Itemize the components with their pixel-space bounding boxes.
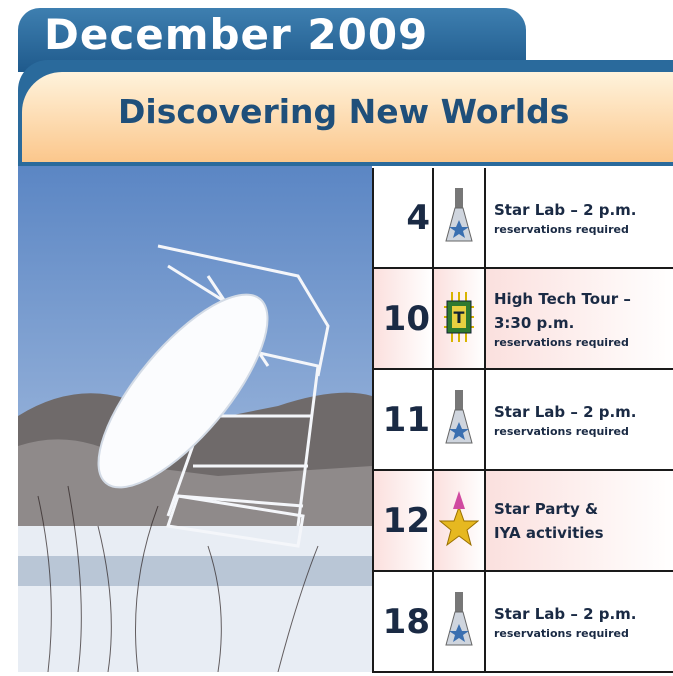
event-note: reservations required: [494, 222, 673, 238]
event-title: Star Lab – 2 p.m.: [494, 602, 673, 626]
event-title: IYA activities: [494, 521, 673, 545]
chip-icon: T: [433, 268, 485, 369]
title: December 2009: [44, 10, 428, 59]
event-row: 18 Star Lab – 2 p.m.reservations require…: [373, 571, 673, 672]
flyer: December 2009 Discovering New Worlds 4 S…: [0, 0, 673, 676]
event-title: 3:30 p.m.: [494, 311, 673, 335]
day: 11: [373, 369, 433, 470]
event-title: Star Lab – 2 p.m.: [494, 400, 673, 424]
event-note: reservations required: [494, 424, 673, 440]
day: 18: [373, 571, 433, 672]
flask-icon: [433, 571, 485, 672]
star-icon: [433, 470, 485, 571]
day: 10: [373, 268, 433, 369]
event-title: Star Party &: [494, 497, 673, 521]
event-row: 11 Star Lab – 2 p.m.reservations require…: [373, 369, 673, 470]
event-row: 4 Star Lab – 2 p.m.reservations required: [373, 168, 673, 268]
day: 4: [373, 168, 433, 268]
events-table: 4 Star Lab – 2 p.m.reservations required…: [372, 168, 673, 673]
flask-icon: [433, 168, 485, 268]
event-note: reservations required: [494, 626, 673, 642]
telescope-photo: [18, 166, 372, 672]
flask-icon: [433, 369, 485, 470]
svg-text:T: T: [454, 308, 465, 327]
subtitle: Discovering New Worlds: [118, 92, 569, 131]
event-row: 10 T High Tech Tour –3:30 p.m.reservatio…: [373, 268, 673, 369]
event-title: High Tech Tour –: [494, 287, 673, 311]
day: 12: [373, 470, 433, 571]
event-row: 12 Star Party &IYA activities: [373, 470, 673, 571]
event-title: Star Lab – 2 p.m.: [494, 198, 673, 222]
event-note: reservations required: [494, 335, 673, 351]
